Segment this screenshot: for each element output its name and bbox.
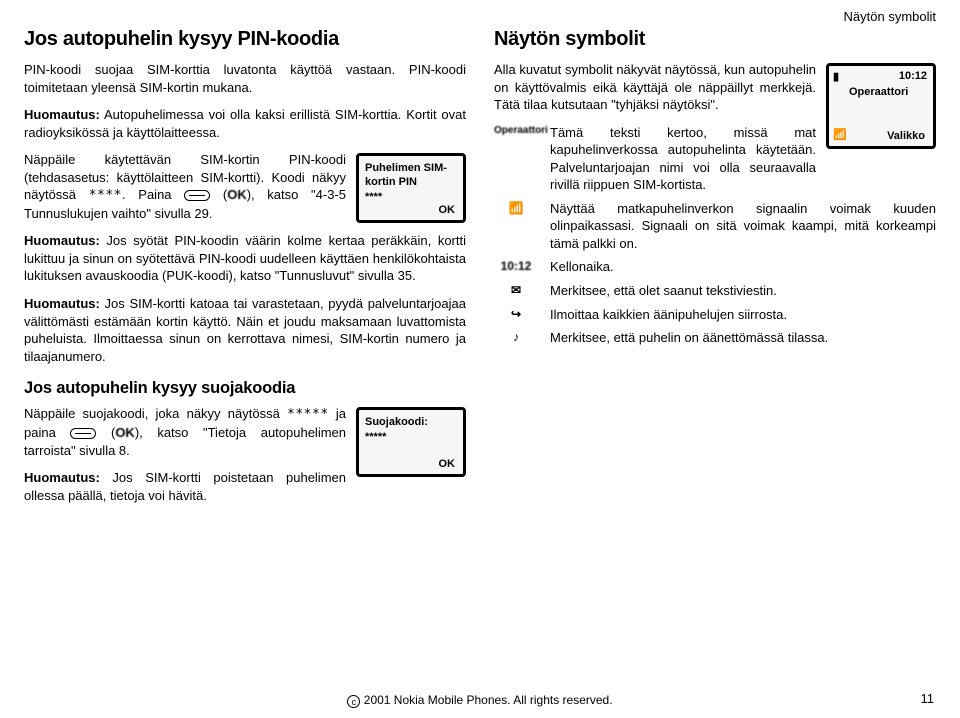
body-text: PIN-koodi suojaa SIM-korttia luvatonta k… (24, 61, 466, 96)
screen-menu: Valikko (887, 129, 925, 143)
screen-operator: Operaattori (849, 85, 927, 99)
symbol-icon-silent: ♪ (494, 329, 538, 345)
signal-icon: 📶 (833, 128, 847, 142)
symbol-icon-clock: 10:12 (494, 258, 538, 274)
symbol-row: 10:12 Kellonaika. (494, 258, 936, 276)
copyright-icon: c (347, 695, 360, 708)
screen-ok: OK (439, 457, 456, 471)
symbol-row: ♪ Merkitsee, että puhelin on äänettömäss… (494, 329, 936, 347)
symbol-row: Operaattori Tämä teksti kertoo, missä ma… (494, 124, 816, 194)
left-column: Jos autopuhelin kysyy PIN-koodia PIN-koo… (24, 26, 466, 514)
screen-time: 10:12 (899, 69, 927, 83)
heading-symbols: Näytön symbolit (494, 26, 936, 53)
two-column-layout: Jos autopuhelin kysyy PIN-koodia PIN-koo… (24, 26, 936, 514)
icon-column: ▮ 📶 (833, 70, 847, 142)
text-span: ( (210, 187, 227, 202)
copyright-text: 2001 Nokia Mobile Phones. All rights res… (364, 693, 613, 707)
right-column: Näytön symbolit ▮ 📶 10:12 Operaattori Va… (494, 26, 936, 514)
screen-line: Suojakoodi: (365, 415, 457, 429)
battery-icon: ▮ (833, 70, 847, 84)
symbol-desc: Kellonaika. (550, 258, 936, 276)
symbol-desc: Tämä teksti kertoo, missä mat kapuhelinv… (550, 124, 816, 194)
note-lead: Huomautus: (24, 470, 100, 485)
note-paragraph: Huomautus: Jos SIM-kortti katoaa tai var… (24, 295, 466, 365)
symbol-desc: Näyttää matkapuhelinverkon signaalin voi… (550, 200, 936, 253)
key-icon (184, 190, 210, 201)
note-paragraph: Huomautus: Jos syötät PIN-koodin väärin … (24, 232, 466, 285)
note-lead: Huomautus: (24, 296, 100, 311)
text-span: ( (96, 425, 115, 440)
screen-ok: OK (439, 203, 456, 217)
stars: **** (89, 188, 122, 203)
symbol-icon-operator: Operaattori (494, 124, 538, 138)
running-header: Näytön symbolit (844, 8, 936, 26)
note-paragraph: Huomautus: Autopuhelimessa voi olla kaks… (24, 106, 466, 141)
symbol-icon-envelope: ✉ (494, 282, 538, 298)
heading-pin: Jos autopuhelin kysyy PIN-koodia (24, 26, 466, 53)
screen-line: Puhelimen SIM- (365, 161, 457, 175)
screen-line: ***** (365, 430, 457, 444)
symbol-desc: Merkitsee, että puhelin on äänettömässä … (550, 329, 936, 347)
phone-screen-pin: Puhelimen SIM- kortin PIN **** OK (356, 153, 466, 223)
ok-label: OK (227, 187, 247, 202)
symbol-desc: Merkitsee, että olet saanut tekstiviesti… (550, 282, 936, 300)
symbol-row: ↪ Ilmoittaa kaikkien äänipuhelujen siirr… (494, 306, 936, 324)
text-span: Näppäile suojakoodi, joka näkyy näytössä (24, 406, 287, 421)
text-span: . Paina (122, 187, 184, 202)
symbol-desc: Ilmoittaa kaikkien äänipuhelujen siirros… (550, 306, 936, 324)
footer: c 2001 Nokia Mobile Phones. All rights r… (0, 692, 960, 708)
key-icon (70, 428, 96, 439)
stars: ***** (287, 407, 329, 422)
heading-security-code: Jos autopuhelin kysyy suojakoodia (24, 377, 466, 399)
symbol-icon-divert: ↪ (494, 306, 538, 322)
phone-screen-idle: ▮ 📶 10:12 Operaattori Valikko (826, 63, 936, 149)
symbol-row: ✉ Merkitsee, että olet saanut tekstivies… (494, 282, 936, 300)
symbol-row: 📶 Näyttää matkapuhelinverkon signaalin v… (494, 200, 936, 253)
ok-label: OK (115, 425, 135, 440)
page-number: 11 (921, 690, 935, 708)
screen-line: kortin PIN (365, 175, 457, 189)
symbol-icon-signal: 📶 (494, 200, 538, 216)
note-lead: Huomautus: (24, 107, 100, 122)
note-lead: Huomautus: (24, 233, 100, 248)
symbol-table: Operaattori Tämä teksti kertoo, missä ma… (494, 124, 936, 347)
phone-screen-security: Suojakoodi: ***** OK (356, 407, 466, 477)
